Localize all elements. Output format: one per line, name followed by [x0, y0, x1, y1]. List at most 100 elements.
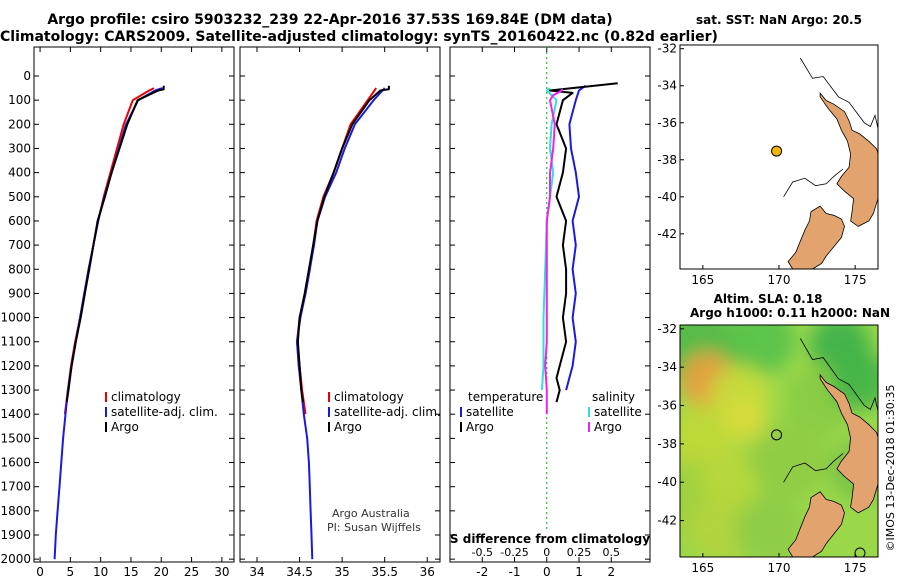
map-panel-2: 165 170 175 -32 -34 -36 -38 -40 -42 — [657, 322, 879, 575]
y-tick-label: 300 — [8, 141, 31, 155]
x-tick-label: -1 — [509, 565, 521, 579]
credit-line1: Argo Australia — [332, 507, 410, 520]
map-x-tick-label: 175 — [844, 561, 867, 575]
map-y-tick-label: -36 — [657, 116, 677, 130]
sla-cell — [700, 450, 760, 510]
x-tick-label: 0 — [543, 565, 551, 579]
y-tick-label: 200 — [8, 117, 31, 131]
isobath-line — [799, 338, 878, 444]
y-tick-label: 1100 — [0, 335, 31, 349]
sla-cell — [723, 398, 767, 442]
y-tick-label: 1700 — [0, 480, 31, 494]
y-tick-label: 400 — [8, 166, 31, 180]
x-tick-label-top: 0.5 — [603, 546, 621, 559]
y-tick-label: 100 — [8, 93, 31, 107]
y-tick-label: 1400 — [0, 407, 31, 421]
x-tick-label: 20 — [154, 565, 169, 579]
y-tick-label: 600 — [8, 214, 31, 228]
y-tick-label: 1000 — [0, 311, 31, 325]
sla-cell — [688, 498, 752, 557]
x-tick-label: 34.5 — [286, 565, 313, 579]
legend-s-argo-label: Argo — [594, 420, 622, 434]
isobath-line — [799, 57, 878, 160]
x-tick-label-top: -0.5 — [472, 546, 493, 559]
argo-location-marker — [771, 145, 783, 157]
legend-salinity-head: salinity — [592, 390, 635, 404]
x-tick-label: 5 — [67, 565, 75, 579]
map-x-tick-label: 170 — [768, 273, 791, 287]
map-content — [680, 45, 878, 269]
y-tick-label: 0 — [23, 69, 31, 83]
legend-satellite-label: satellite-adj. clim. — [334, 405, 441, 419]
map-x-tick-label: 175 — [844, 273, 867, 287]
map-x-tick-label: 165 — [691, 561, 714, 575]
map-y-tick-label: -34 — [657, 360, 677, 374]
map-title-sla: Altim. SLA: 0.18 — [714, 292, 823, 306]
legend-s-satellite-label: satellite — [594, 405, 642, 419]
x-tick-label: 10 — [93, 565, 108, 579]
y-tick-label: 2000 — [0, 552, 31, 566]
series-line-argo — [296, 85, 390, 403]
x-tick-label: 36 — [420, 565, 435, 579]
sla-cell — [735, 495, 805, 557]
x-tick-label-top: 0.25 — [567, 546, 592, 559]
map-title-sst: sat. SST: NaN Argo: 20.5 — [696, 13, 862, 27]
map-x-tick-label: 170 — [768, 561, 791, 575]
x-tick-label-top: 0 — [543, 546, 550, 559]
isobath-line — [783, 168, 844, 198]
sla-cell — [725, 325, 795, 375]
sla-heatmap — [680, 325, 878, 557]
panel-frame — [449, 46, 651, 563]
legend-climatology-label: climatology — [334, 390, 404, 404]
x-axis-label-top: S difference from climatology — [450, 532, 650, 546]
sla-cell — [750, 420, 830, 500]
imos-watermark: ©IMOS 13-Dec-2018 01:30:35 — [884, 385, 897, 552]
legend-temperature-head: temperature — [468, 390, 543, 404]
series-line-salinity-argo — [544, 88, 564, 415]
panel-frame — [33, 46, 235, 563]
series-line-temperature-argo — [549, 82, 618, 403]
land-south-island — [787, 205, 845, 269]
x-tick-label: 1 — [575, 565, 583, 579]
series-line-argo — [65, 85, 165, 403]
map-y-tick-label: -34 — [657, 79, 677, 93]
panel-frame — [239, 46, 441, 563]
legend-climatology-label: climatology — [111, 390, 181, 404]
land-south-island — [787, 491, 845, 557]
legend-t-argo-label: Argo — [466, 420, 494, 434]
legend-t-satellite-label: satellite — [466, 405, 514, 419]
map-content — [680, 325, 878, 557]
y-tick-label: 1500 — [0, 431, 31, 445]
map-y-tick-label: -42 — [657, 514, 677, 528]
y-tick-label: 1800 — [0, 504, 31, 518]
map-background — [680, 45, 878, 269]
map-y-tick-label: -32 — [657, 42, 677, 56]
map-title-h1000: Argo h1000: 0.11 h2000: NaN — [690, 306, 890, 320]
legend-difference: temperature salinitysatelliteArgosatellit… — [460, 390, 642, 434]
isobath-line — [783, 453, 844, 483]
x-tick-label-top: -0.25 — [500, 546, 528, 559]
y-tick-label: 1200 — [0, 359, 31, 373]
legend-satellite-label: satellite-adj. clim. — [111, 405, 218, 419]
y-tick-label: 1300 — [0, 383, 31, 397]
argo-location-marker — [771, 429, 783, 441]
x-tick-label: 30 — [214, 565, 229, 579]
map-y-tick-label: -36 — [657, 399, 677, 413]
legend-argo-label: Argo — [111, 420, 139, 434]
map-y-tick-label: -40 — [657, 475, 677, 489]
chart-title-line2: Climatology: CARS2009. Satellite-adjuste… — [0, 29, 718, 45]
x-tick-label: 35 — [334, 565, 349, 579]
map-y-tick-label: -38 — [657, 437, 677, 451]
x-tick-label: 15 — [123, 565, 138, 579]
map-y-tick-label: -40 — [657, 190, 677, 204]
y-tick-label: 1600 — [0, 456, 31, 470]
map-y-tick-label: -32 — [657, 322, 677, 336]
profile-panel-3: -2 -1 0 1 2 -0.5 -0.25 0 0.25 0.5S difference fro… — [449, 46, 651, 579]
credit-line2: PI: Susan Wijffels — [327, 521, 421, 534]
y-tick-label: 800 — [8, 262, 31, 276]
